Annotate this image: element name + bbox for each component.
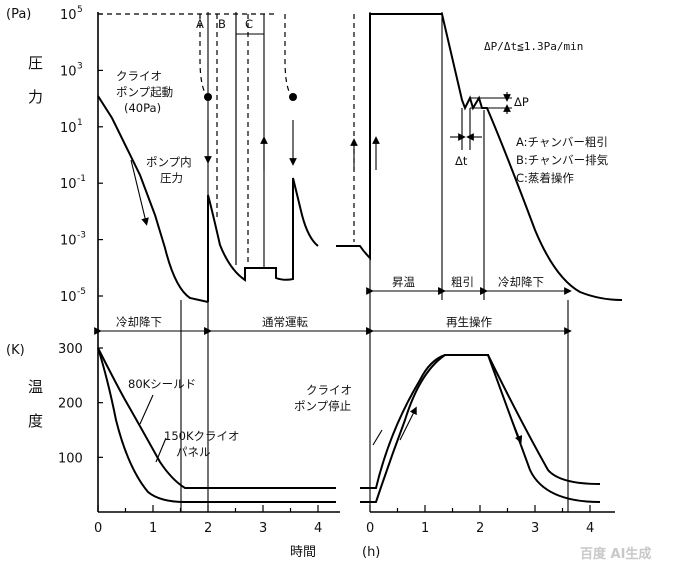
cryo-stop-label-1: クライオ (306, 383, 352, 397)
cryo-start-label-3: (40Pa) (124, 101, 161, 115)
x-tick-left-0: 0 (94, 521, 102, 536)
temperature-ytick-labels: 300 200 100 (58, 342, 103, 466)
cryo-start-point (204, 93, 212, 101)
pressure-cooling-curve (97, 95, 209, 303)
x-tick-right-3: 3 (531, 521, 539, 536)
pressure-ytick-base: 10 (60, 290, 77, 305)
phase-b: B (218, 17, 226, 31)
panel-label-1: 150Kクライオ (164, 429, 240, 443)
pressure-ytick-exp: 3 (77, 61, 83, 71)
temperature-label-2: 度 (28, 412, 43, 430)
x-tick-right-2: 2 (476, 521, 484, 536)
rate-condition: ΔP/Δt≦1.3Pa/min (484, 40, 583, 53)
pressure-ytick-exp: 1 (77, 118, 83, 128)
panel-leader (155, 437, 167, 463)
x-axis-label: 時間 (290, 545, 316, 560)
shield-leader (139, 394, 154, 425)
pressure-ytick-exp: -3 (77, 231, 86, 241)
stage-normal: 通常運転 (262, 315, 308, 329)
x-tick-left-1: 1 (149, 521, 157, 536)
pressure-unit: (Pa) (6, 7, 31, 22)
pressure-ytick-exp: -1 (77, 174, 86, 184)
legend-b: B:チャンバー排気 (516, 153, 609, 167)
temperature-ytick-2: 100 (58, 451, 83, 466)
temperature-curves (97, 347, 601, 503)
pressure-ytick-exp: -5 (77, 287, 86, 297)
shield-label: 80Kシールド (128, 377, 196, 391)
cryo-stop-leader (372, 429, 383, 446)
legend-a: A:チャンバー粗引 (516, 135, 608, 149)
stage-cooling: 冷却降下 (116, 315, 162, 329)
pressure-label-2: 力 (28, 88, 43, 106)
pressure-curves (97, 13, 623, 303)
cryo-restart-point (289, 93, 297, 101)
pressure-normal-curve (207, 177, 319, 302)
cryo-start-label-1: クライオ (116, 69, 162, 83)
stage-bar: 冷却降下 通常運転 再生操作 昇温 粗引 冷却降下 (94, 275, 572, 335)
pressure-label-1: 圧 (28, 54, 43, 72)
temperature-ytick-0: 300 (58, 342, 83, 357)
temperature-unit: (K) (6, 343, 25, 358)
pressure-ytick-base: 10 (60, 234, 77, 249)
delta-p-label: ΔP (514, 95, 529, 109)
watermark: 百度 AI生成 (580, 546, 651, 562)
panel-label-2: パネル (176, 445, 211, 459)
pump-inner-label-1: ポンプ内 (146, 155, 192, 169)
panel-temp-curve (97, 347, 336, 503)
pump-inner-label-2: 圧力 (160, 171, 183, 185)
shield-regen-curve (360, 354, 601, 489)
pressure-ytick-3: 10 -1 (60, 174, 103, 192)
temperature-label-1: 温 (28, 378, 43, 396)
stage-regen: 再生操作 (446, 315, 492, 329)
delta-t-label: Δt (455, 154, 468, 168)
pressure-ytick-5: 10 -5 (60, 287, 103, 305)
legend-c: C:蒸着操作 (516, 171, 574, 185)
pressure-ytick-0: 10 5 (60, 5, 103, 23)
cryo-start-label-2: ポンプ起動 (116, 85, 173, 99)
pressure-ytick-2: 10 1 (60, 118, 103, 136)
stage-heat: 昇温 (392, 275, 415, 289)
cryo-stop-label-2: ポンプ停止 (294, 399, 351, 413)
x-tick-labels: 0 1 2 3 4 0 1 2 3 4 (94, 521, 594, 536)
pressure-ytick-4: 10 -3 (60, 231, 103, 249)
pressure-ytick-base: 10 (60, 8, 77, 23)
x-tick-right-4: 4 (586, 521, 594, 536)
x-axis-unit: (h) (362, 545, 380, 560)
panel-regen-curve (360, 354, 601, 503)
temperature-ytick-1: 200 (58, 397, 83, 412)
phase-c: C (245, 17, 253, 31)
x-tick-left-4: 4 (314, 521, 322, 536)
pressure-ytick-base: 10 (60, 177, 77, 192)
x-tick-left-3: 3 (259, 521, 267, 536)
pressure-ytick-base: 10 (60, 121, 77, 136)
phase-a: A (196, 17, 204, 31)
pressure-ytick-1: 10 3 (60, 61, 103, 79)
pressure-ytick-base: 10 (60, 64, 77, 79)
shield-temp-curve (97, 347, 336, 489)
stage-rough: 粗引 (451, 275, 474, 289)
stage-cool-down: 冷却降下 (498, 275, 544, 289)
pressure-ytick-exp: 5 (77, 5, 83, 15)
x-tick-left-2: 2 (204, 521, 212, 536)
x-tick-right-1: 1 (421, 521, 429, 536)
pressure-regen-curve (336, 13, 623, 301)
x-tick-right-0: 0 (366, 521, 374, 536)
x-tick-marks (97, 505, 591, 512)
